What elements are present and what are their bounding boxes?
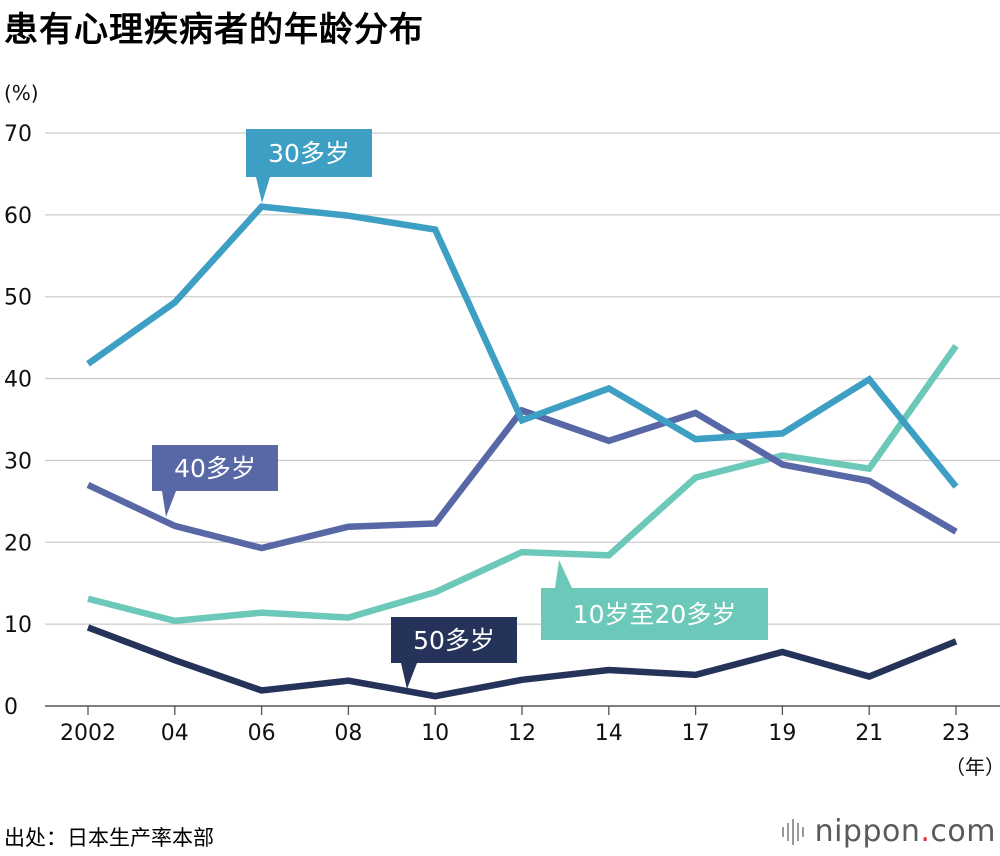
x-tick-19: 19: [768, 721, 796, 746]
logo-dot: .: [920, 814, 931, 849]
label-text: 10岁至20多岁: [573, 600, 737, 629]
series-label-3: 50多岁: [391, 617, 517, 689]
logo-main: nippon: [814, 814, 921, 849]
label-pointer: [162, 491, 176, 517]
label-text: 30多岁: [268, 139, 350, 168]
label-text: 50多岁: [413, 626, 495, 655]
source-note: 出处：日本生产率本部: [4, 826, 214, 850]
logo-com: com: [930, 814, 996, 849]
label-box: [541, 588, 768, 640]
x-tick-08: 08: [334, 721, 362, 746]
y-tick-40: 40: [4, 368, 32, 393]
y-axis-ticks: 0 10 20 30 40 50 60 70: [4, 122, 32, 720]
y-tick-50: 50: [4, 286, 32, 311]
y-tick-60: 60: [4, 204, 32, 229]
x-tick-06: 06: [248, 721, 276, 746]
series-lines: [86, 203, 959, 700]
label-pointer: [256, 177, 270, 203]
x-axis-ticks: 2002 04 06 08 10 12 14 17 19 21 23: [60, 706, 970, 746]
nippon-logo[interactable]: nippon. com: [781, 814, 996, 849]
series-label-0: 30多岁: [246, 129, 372, 203]
label-text: 40多岁: [174, 454, 256, 483]
x-tick-04: 04: [161, 721, 189, 746]
series-line-0: [86, 203, 959, 489]
y-tick-20: 20: [4, 531, 32, 556]
y-tick-10: 10: [4, 613, 32, 638]
y-tick-30: 30: [4, 449, 32, 474]
label-box: [246, 129, 372, 177]
x-axis-unit: （年）: [945, 755, 1000, 779]
label-box: [391, 617, 517, 663]
label-box: [152, 445, 278, 491]
x-tick-10: 10: [421, 721, 449, 746]
y-tick-70: 70: [4, 122, 32, 147]
label-pointer: [555, 560, 572, 588]
x-tick-21: 21: [855, 721, 883, 746]
label-pointer: [401, 663, 417, 689]
y-tick-0: 0: [4, 695, 18, 720]
x-tick-14: 14: [595, 721, 623, 746]
series-label-2: 10岁至20多岁: [541, 560, 768, 640]
series-labels: 30多岁 40多岁 10岁至20多岁 50多岁: [152, 129, 768, 689]
x-tick-23: 23: [942, 721, 970, 746]
x-tick-2002: 2002: [60, 721, 116, 746]
x-tick-12: 12: [508, 721, 536, 746]
series-label-1: 40多岁: [152, 445, 278, 517]
y-axis-unit: (%): [4, 81, 39, 105]
series-line-3: [86, 624, 958, 700]
chart-title: 患有心理疾病者的年龄分布: [4, 10, 424, 50]
x-tick-17: 17: [682, 721, 710, 746]
sound-bars-icon: [781, 818, 807, 845]
